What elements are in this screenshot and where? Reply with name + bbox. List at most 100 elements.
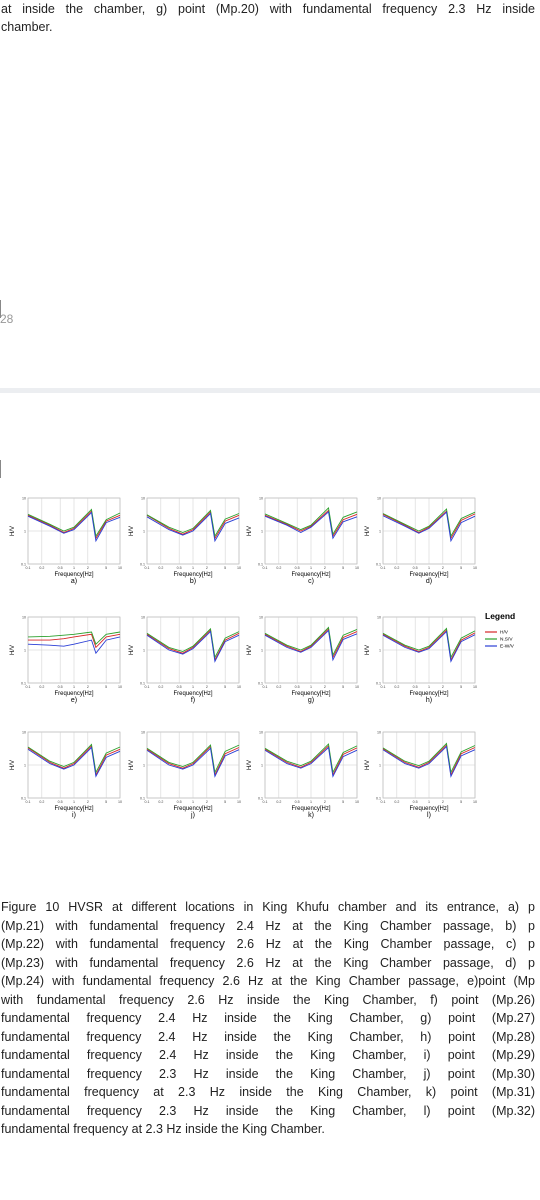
x-tick-label: 1 (192, 685, 194, 689)
x-tick-label: 5 (460, 685, 462, 689)
x-tick-label: 0.1 (263, 800, 268, 804)
hv-curve (264, 746, 358, 778)
caption-line: fundamental frequency 2.4 Hz inside the … (1, 1011, 535, 1025)
x-tick-label: 0.5 (295, 800, 300, 804)
x-tick-label: 0.1 (381, 685, 386, 689)
y-tick-label: 1 (379, 648, 381, 652)
hv-curve (27, 631, 121, 646)
x-tick-label: 2 (442, 685, 444, 689)
x-axis-label: Frequency[Hz] (54, 691, 93, 697)
x-tick-label: 5 (460, 566, 462, 570)
hv-curve (27, 510, 121, 540)
hv-curve (382, 630, 476, 663)
y-axis-label: H/V (10, 760, 16, 770)
body-text: chamber. (1, 20, 53, 34)
hv-curve (146, 512, 240, 543)
y-tick-label: 10 (141, 615, 145, 619)
x-axis-label: Frequency[Hz] (54, 572, 93, 578)
x-tick-label: 5 (105, 800, 107, 804)
x-axis-label: Frequency[Hz] (291, 572, 330, 578)
x-tick-label: 5 (224, 566, 226, 570)
x-tick-label: 2 (442, 800, 444, 804)
hv-curve (27, 636, 121, 655)
y-tick-label: 10 (259, 615, 263, 619)
x-tick-label: 0.5 (177, 685, 182, 689)
x-tick-label: 0.5 (295, 566, 300, 570)
x-tick-label: 1 (73, 566, 75, 570)
x-tick-label: 1 (310, 685, 312, 689)
x-tick-label: 0.1 (381, 800, 386, 804)
caption-line: (Mp.21) with fundamental frequency 2.4 H… (1, 918, 535, 933)
hv-curve (264, 629, 358, 662)
caption-line: with fundamental frequency 2.6 Hz inside… (1, 992, 535, 1007)
y-axis-label: H/V (365, 645, 371, 655)
x-tick-label: 2 (206, 800, 208, 804)
x-tick-label: 10 (237, 800, 241, 804)
hv-curve (264, 626, 358, 657)
panel-label: f) (191, 697, 195, 704)
y-axis-label: H/V (247, 526, 253, 536)
y-axis-label: H/V (129, 526, 135, 536)
body-text: at inside the chamber, g) point (Mp.20) … (1, 2, 535, 16)
hv-curve (146, 630, 240, 663)
x-tick-label: 2 (206, 685, 208, 689)
caption-line: fundamental frequency 2.3 Hz inside the … (1, 1066, 535, 1081)
x-tick-label: 0.5 (295, 685, 300, 689)
y-axis-label: H/V (10, 645, 16, 655)
x-tick-label: 2 (87, 800, 89, 804)
x-axis-label: Frequency[Hz] (291, 691, 330, 697)
y-axis-label: H/V (365, 760, 371, 770)
x-tick-label: 2 (324, 800, 326, 804)
x-tick-label: 1 (192, 566, 194, 570)
y-tick-label: 10 (259, 730, 263, 734)
x-tick-label: 5 (105, 566, 107, 570)
y-tick-label: 0.1 (140, 681, 145, 685)
y-tick-label: 10 (377, 496, 381, 500)
x-tick-label: 0.1 (26, 566, 31, 570)
x-tick-label: 1 (73, 800, 75, 804)
hv-curve (146, 747, 240, 778)
x-tick-label: 1 (428, 685, 430, 689)
x-tick-label: 0.2 (394, 685, 399, 689)
hv-curve (27, 508, 121, 538)
y-axis-label: H/V (247, 760, 253, 770)
x-tick-label: 10 (473, 566, 477, 570)
x-tick-label: 5 (224, 685, 226, 689)
hv-curve (27, 744, 121, 777)
x-tick-label: 1 (428, 566, 430, 570)
x-tick-label: 0.1 (145, 685, 150, 689)
legend-title: Legend (485, 611, 515, 621)
panel-label: c) (308, 578, 314, 585)
x-tick-label: 1 (428, 800, 430, 804)
x-tick-label: 0.2 (158, 566, 163, 570)
legend-label: E-W/V (500, 644, 515, 650)
cursor-mark (0, 460, 1, 478)
y-tick-label: 1 (24, 648, 26, 652)
page-divider (0, 388, 540, 393)
x-tick-label: 5 (460, 800, 462, 804)
y-tick-label: 1 (143, 529, 145, 533)
x-tick-label: 0.5 (413, 800, 418, 804)
panel-label: b) (190, 578, 196, 585)
caption-line: (Mp.24) with fundamental frequency 2.6 H… (1, 974, 535, 988)
y-tick-label: 1 (24, 763, 26, 767)
x-tick-label: 2 (206, 566, 208, 570)
y-tick-label: 1 (379, 529, 381, 533)
x-tick-label: 2 (324, 566, 326, 570)
caption-line: (Mp.23) with fundamental frequency 2.6 H… (1, 955, 535, 970)
y-tick-label: 10 (22, 496, 26, 500)
x-axis-label: Frequency[Hz] (54, 806, 93, 812)
x-tick-label: 0.1 (26, 800, 31, 804)
x-tick-label: 0.2 (39, 566, 44, 570)
hv-curve (382, 627, 476, 659)
legend-label: H/V (500, 630, 509, 636)
hv-curve (28, 633, 121, 649)
x-tick-label: 2 (324, 685, 326, 689)
y-tick-label: 10 (259, 496, 263, 500)
hv-curve (146, 629, 240, 662)
x-tick-label: 0.1 (145, 800, 150, 804)
hv-curve (382, 510, 476, 540)
x-tick-label: 0.2 (158, 685, 163, 689)
caption-line: (Mp.22) with fundamental frequency 2.6 H… (1, 937, 535, 951)
y-tick-label: 0.1 (21, 796, 26, 800)
